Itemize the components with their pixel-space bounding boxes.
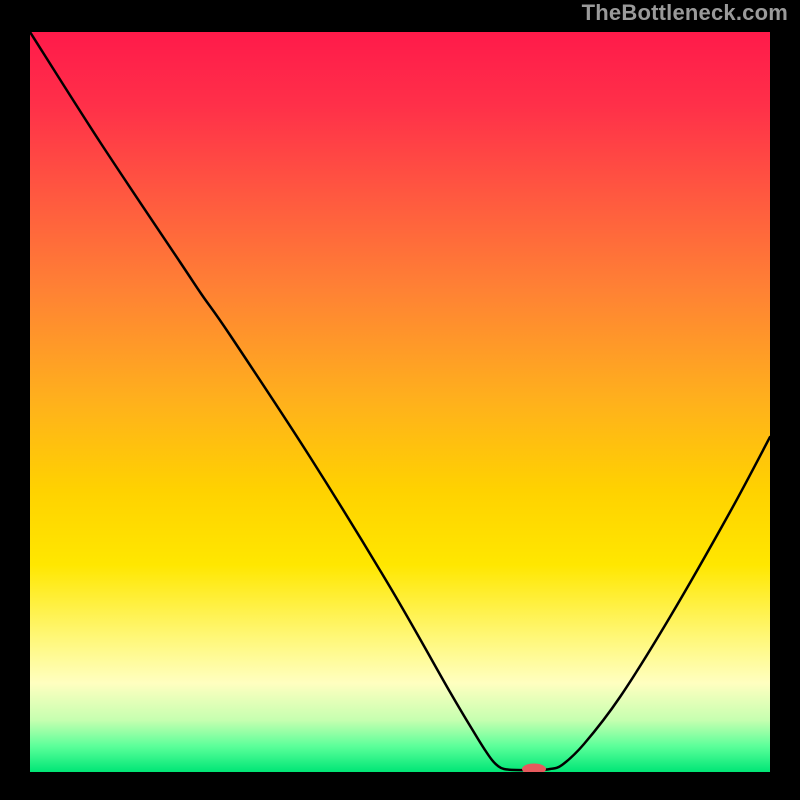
plot-area: [30, 32, 770, 772]
figure-container: TheBottleneck.com: [0, 0, 800, 800]
chart-background: [30, 32, 770, 772]
bottleneck-chart: [30, 32, 770, 772]
watermark-text: TheBottleneck.com: [582, 0, 788, 26]
